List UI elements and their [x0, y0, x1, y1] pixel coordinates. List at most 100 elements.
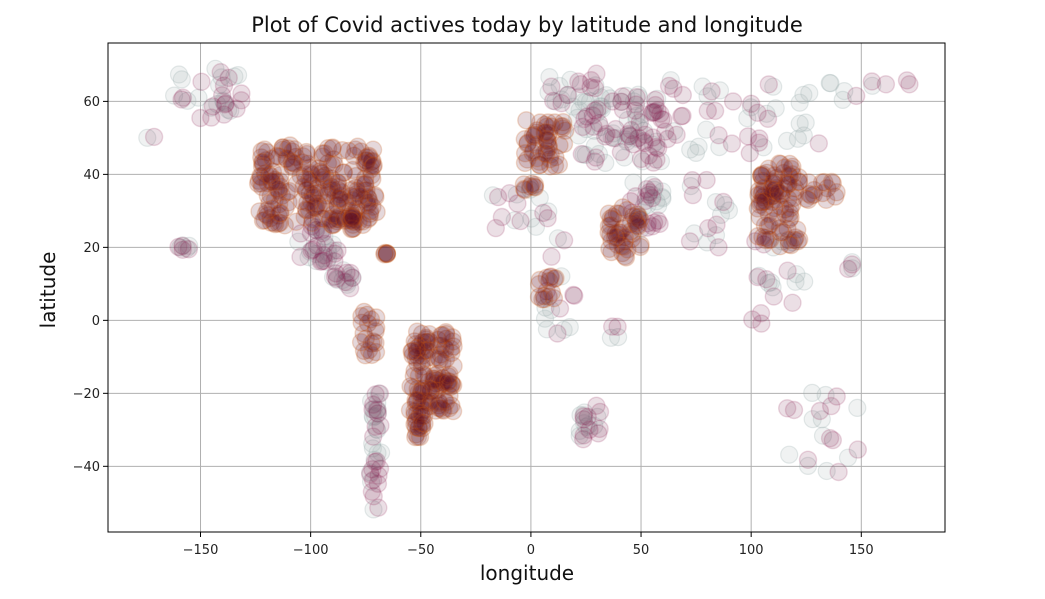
- data-point: [270, 147, 289, 166]
- data-point: [428, 365, 447, 384]
- data-point: [406, 417, 426, 437]
- data-point: [835, 81, 854, 101]
- data-point: [900, 75, 919, 94]
- data-point: [762, 180, 781, 199]
- data-point: [316, 234, 335, 254]
- data-point: [786, 178, 805, 198]
- data-point: [285, 140, 304, 159]
- data-point: [306, 244, 325, 264]
- data-point: [673, 106, 692, 126]
- data-point: [300, 170, 319, 189]
- data-point: [529, 287, 549, 307]
- data-point: [360, 193, 379, 212]
- data-point: [212, 86, 232, 105]
- data-point: [303, 210, 323, 229]
- data-point: [826, 187, 845, 206]
- data-point: [627, 110, 646, 130]
- data-point: [609, 223, 629, 242]
- data-point: [525, 177, 544, 196]
- data-point: [323, 138, 342, 157]
- data-point: [602, 128, 621, 147]
- data-point: [328, 173, 347, 192]
- data-point: [255, 210, 274, 230]
- data-point: [308, 194, 327, 213]
- data-point: [596, 127, 615, 146]
- data-point: [343, 215, 363, 235]
- data-point: [799, 173, 818, 192]
- data-point: [575, 403, 594, 422]
- data-point: [297, 144, 317, 164]
- data-point: [317, 186, 337, 205]
- data-point: [508, 194, 527, 213]
- data-point: [786, 228, 805, 247]
- data-point: [359, 189, 378, 209]
- data-point: [565, 286, 584, 305]
- data-point: [429, 348, 448, 367]
- data-point: [785, 182, 805, 202]
- data-point: [177, 239, 196, 258]
- data-point: [799, 190, 818, 210]
- data-point: [522, 209, 541, 228]
- data-point: [585, 416, 604, 435]
- data-point: [770, 154, 789, 173]
- data-point: [314, 249, 333, 268]
- data-point: [232, 84, 251, 103]
- data-point: [356, 329, 375, 348]
- data-point: [365, 186, 385, 205]
- data-point: [698, 101, 717, 121]
- data-point: [356, 175, 375, 194]
- data-point: [356, 154, 375, 173]
- data-point: [273, 140, 292, 159]
- data-point: [362, 472, 381, 491]
- data-point: [714, 192, 733, 212]
- data-point: [331, 190, 351, 209]
- data-point: [621, 191, 641, 211]
- data-point: [644, 180, 664, 199]
- data-point: [347, 203, 366, 222]
- data-point: [534, 203, 553, 223]
- data-point: [321, 210, 340, 230]
- data-point: [334, 163, 354, 182]
- data-point: [706, 193, 726, 212]
- data-point: [202, 108, 221, 127]
- data-point: [304, 240, 323, 259]
- data-point: [404, 366, 423, 386]
- data-point: [252, 141, 271, 161]
- data-point: [624, 92, 644, 111]
- data-point: [408, 354, 427, 373]
- data-point: [538, 131, 557, 151]
- data-point: [366, 342, 386, 362]
- data-point: [604, 128, 623, 148]
- data-point: [357, 151, 377, 171]
- data-point: [415, 400, 434, 419]
- data-point: [405, 332, 424, 351]
- data-point: [335, 211, 355, 230]
- data-point: [833, 90, 852, 110]
- data-point: [414, 365, 433, 384]
- data-point: [334, 163, 353, 183]
- data-point: [405, 402, 424, 421]
- data-point: [768, 208, 787, 227]
- data-point: [299, 200, 319, 220]
- data-point: [613, 219, 633, 238]
- data-point: [587, 64, 606, 83]
- data-point: [652, 188, 672, 207]
- data-point: [360, 204, 380, 223]
- data-point: [254, 155, 273, 174]
- data-point: [618, 240, 637, 259]
- data-point: [535, 143, 554, 163]
- data-point: [634, 197, 653, 216]
- data-point: [276, 198, 295, 217]
- data-point: [776, 204, 795, 224]
- data-point: [413, 406, 432, 426]
- data-point: [681, 177, 700, 196]
- data-point: [843, 259, 862, 278]
- data-point: [602, 242, 621, 262]
- data-point: [741, 98, 761, 117]
- data-point: [144, 127, 164, 147]
- data-point: [697, 170, 716, 190]
- data-point: [759, 230, 778, 249]
- data-point: [561, 70, 580, 89]
- data-point: [421, 392, 441, 411]
